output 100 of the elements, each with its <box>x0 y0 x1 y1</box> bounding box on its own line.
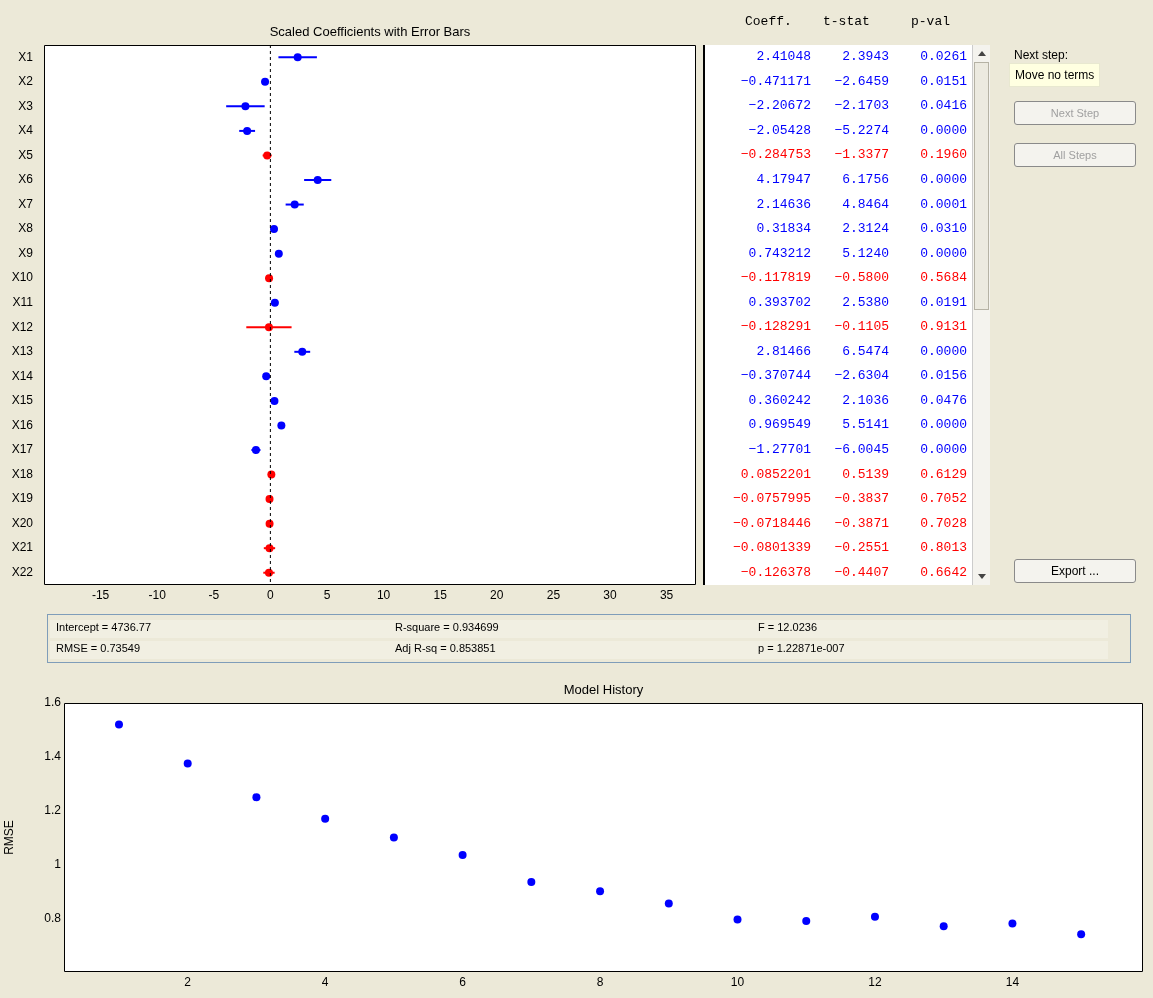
y-tick-label: 1.6 <box>44 695 62 710</box>
y-tick-label: X10 <box>11 270 34 285</box>
text: p = 1.22871e-007 <box>758 642 845 654</box>
text: 0.0156 <box>920 368 967 384</box>
text: −2.6459 <box>834 73 889 89</box>
text: 0.0000 <box>920 172 967 187</box>
text: 6.5474 <box>842 343 889 359</box>
text: −0.128291 <box>740 319 811 335</box>
x-tick-label: 2 <box>184 974 192 989</box>
text: F = 12.0236 <box>758 621 818 633</box>
text: 0.0852201 <box>740 466 811 482</box>
y-tick-label: X7 <box>18 196 34 211</box>
text: 0.0000 <box>920 343 967 359</box>
text: 0.393702 <box>748 294 811 310</box>
text: 0.6129 <box>920 466 967 482</box>
text: 0.5139 <box>842 466 889 482</box>
text: −5.2274 <box>834 122 889 138</box>
x-tick-label: 15 <box>433 587 448 602</box>
y-tick-label: X12 <box>11 319 34 334</box>
text: RMSE = 0.73549 <box>56 642 141 654</box>
x-tick-label: 4 <box>321 974 329 989</box>
text: 0.0000 <box>920 245 967 261</box>
y-tick-label: X8 <box>18 221 34 236</box>
x-tick-label: 6 <box>459 974 467 989</box>
text: −0.126378 <box>740 564 811 580</box>
text: 0.5684 <box>920 270 967 286</box>
y-tick-label: 0.8 <box>44 910 62 925</box>
text: −0.5800 <box>834 270 889 286</box>
y-tick-label: X20 <box>11 515 34 530</box>
x-tick-label: 35 <box>659 587 674 602</box>
text: 5.5141 <box>842 417 889 433</box>
text: Adj R-sq = 0.853851 <box>395 642 496 654</box>
text: 0.8013 <box>920 540 967 556</box>
text: Coeff. <box>745 14 792 29</box>
text: −0.0801339 <box>732 540 811 556</box>
y-tick-label: X14 <box>11 368 34 383</box>
x-tick-label: 5 <box>323 587 331 602</box>
y-tick-label: X19 <box>11 491 34 506</box>
y-tick-label: X1 <box>18 49 34 64</box>
y-tick-label: X16 <box>11 417 34 432</box>
x-tick-label: 25 <box>546 587 561 602</box>
text: −2.1703 <box>834 98 889 114</box>
text: −0.3871 <box>834 515 889 531</box>
y-tick-label: X9 <box>18 245 34 260</box>
text: 2.1036 <box>842 392 889 408</box>
y-tick-label: X5 <box>18 147 34 162</box>
chart-title: Model History <box>563 682 644 698</box>
text: 0.31834 <box>756 221 811 237</box>
text: 0.743212 <box>748 245 811 261</box>
chart-title: Scaled Coefficients with Error Bars <box>269 24 471 40</box>
text: 0.7052 <box>920 491 967 507</box>
y-tick-label: X6 <box>18 172 34 187</box>
text: −0.2551 <box>834 540 889 556</box>
x-tick-label: 30 <box>603 587 617 602</box>
text: 0.360242 <box>748 392 811 408</box>
x-tick-label: 14 <box>1005 974 1020 989</box>
text: 0.0151 <box>920 73 967 89</box>
text: 2.3943 <box>842 49 889 65</box>
x-tick-label: 8 <box>596 974 604 989</box>
text: −0.3837 <box>834 491 889 507</box>
text: 0.1960 <box>920 147 967 163</box>
text: −0.1105 <box>834 319 889 335</box>
text: 0.6642 <box>920 564 967 580</box>
text: All Steps <box>1014 143 1136 167</box>
y-tick-label: X21 <box>11 540 34 555</box>
text: −2.05428 <box>748 122 811 138</box>
y-tick-label: X3 <box>18 98 34 113</box>
text: 4.8464 <box>842 196 889 212</box>
x-tick-label: 10 <box>730 974 745 989</box>
y-tick-label: X17 <box>11 442 34 457</box>
y-tick-label: X18 <box>11 466 34 481</box>
text: 2.41048 <box>756 49 811 65</box>
text: 2.5380 <box>842 294 889 310</box>
text: 0.0001 <box>920 196 967 212</box>
text: 6.1756 <box>842 172 889 187</box>
text: 0.0000 <box>920 122 967 138</box>
y-tick-label: 1.4 <box>44 749 62 764</box>
text: −0.370744 <box>740 368 811 384</box>
text: −2.20672 <box>748 98 811 114</box>
y-tick-label: X15 <box>11 393 34 408</box>
text: 2.81466 <box>756 343 811 359</box>
text: −0.0757995 <box>732 491 811 507</box>
text: Export ... <box>1014 559 1136 583</box>
text: 4.17947 <box>756 172 811 187</box>
x-tick-label: -10 <box>148 587 167 602</box>
x-tick-label: 0 <box>267 587 275 602</box>
text: −0.117819 <box>740 270 811 286</box>
y-axis-title: RMSE <box>1 820 16 855</box>
text: 0.0000 <box>920 442 967 457</box>
text: −1.27701 <box>748 442 811 457</box>
text: 0.9131 <box>920 319 967 335</box>
text: 0.0416 <box>920 98 967 114</box>
text: 0.0191 <box>920 294 967 310</box>
text: Next Step <box>1014 101 1136 125</box>
text: 2.14636 <box>756 196 811 212</box>
x-tick-label: 20 <box>490 587 504 602</box>
text: −6.0045 <box>834 442 889 457</box>
text: −0.284753 <box>740 147 811 163</box>
text: 2.3124 <box>842 221 889 237</box>
text: p-val <box>911 14 951 29</box>
